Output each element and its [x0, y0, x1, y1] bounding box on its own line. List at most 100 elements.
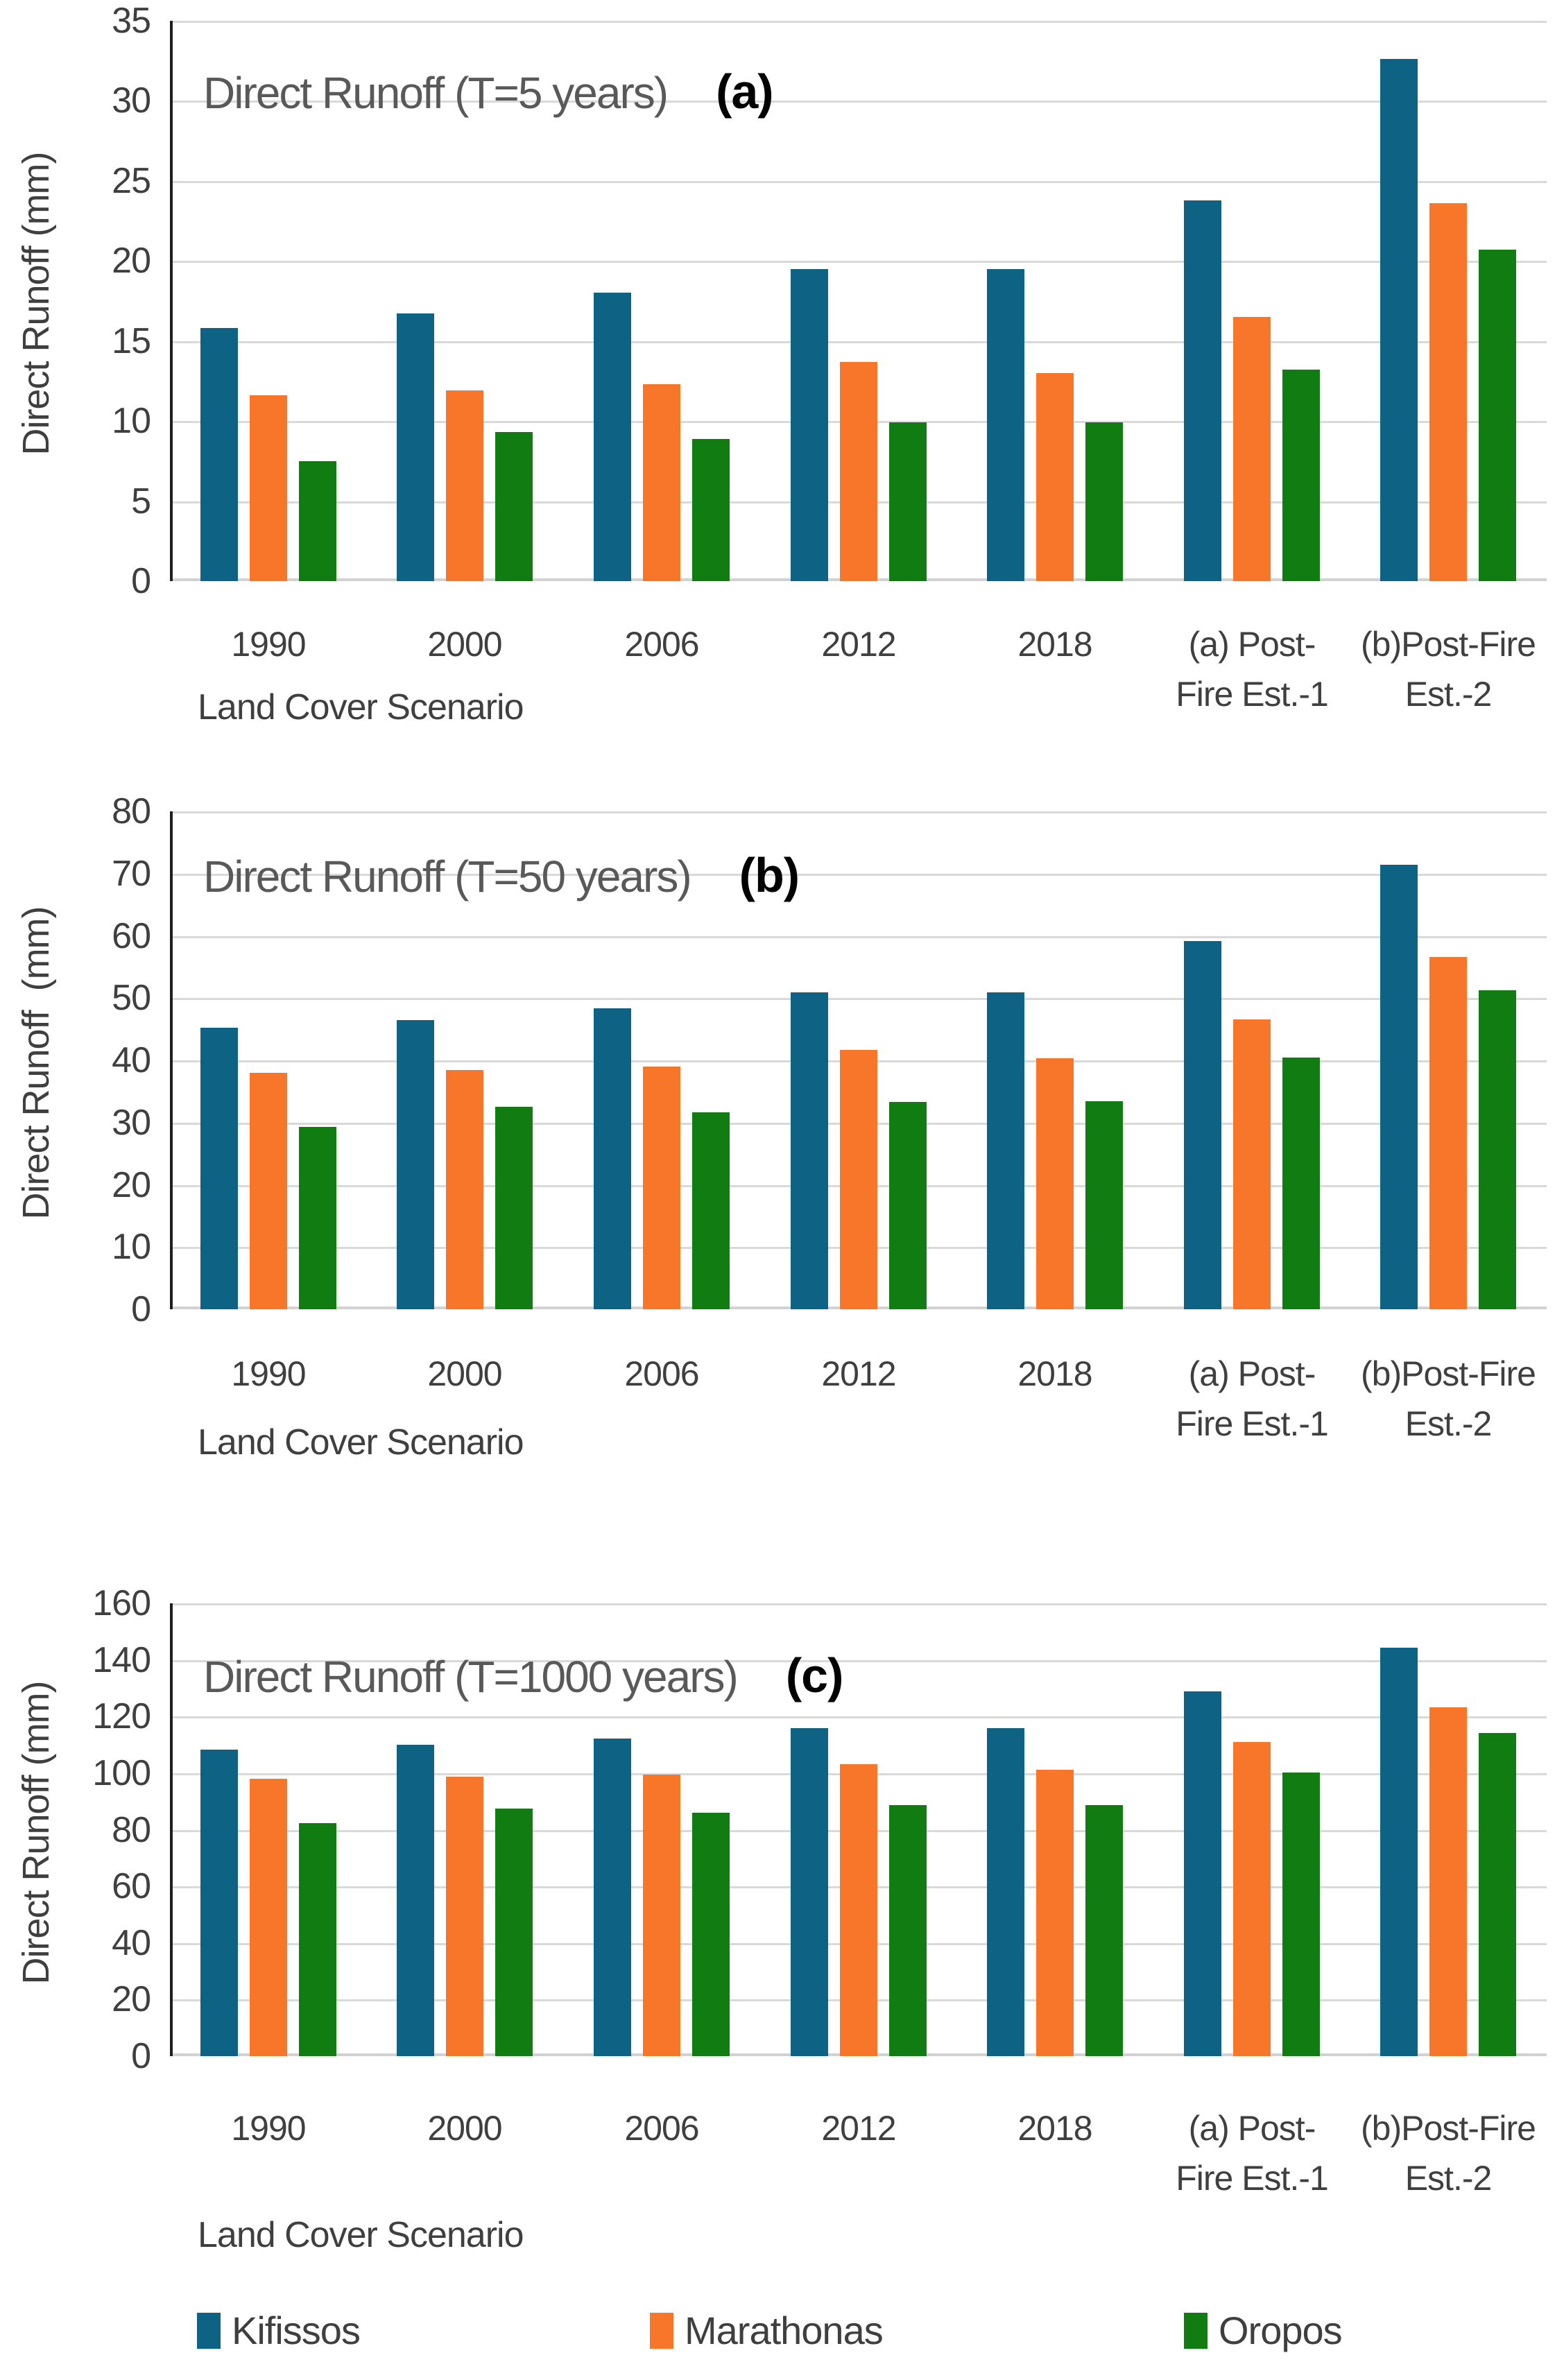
chart-title: Direct Runoff (T=5 years) [203, 68, 669, 118]
x-category-line: 2000 [427, 625, 502, 664]
bar-kifissos [987, 1728, 1024, 2056]
plot-area: Direct Runoff (T=50 years) (b) [170, 811, 1547, 1309]
x-category-line: 2000 [427, 2109, 502, 2148]
bar-oropos [1282, 370, 1320, 581]
y-tick-label: 10 [112, 1227, 151, 1267]
bar-oropos [1479, 990, 1516, 1309]
bar-marathonas [1036, 373, 1074, 581]
bar-oropos [1085, 1101, 1123, 1309]
x-axis-title: Land Cover Scenario [198, 687, 524, 727]
y-tick-label: 20 [112, 1979, 151, 2019]
bar-oropos [299, 1127, 336, 1309]
gridline [170, 21, 1547, 23]
bar-oropos [495, 1107, 533, 1309]
x-category-label: 2006 [551, 2103, 773, 2153]
bar-marathonas [1429, 1707, 1467, 2056]
bar-oropos [1479, 250, 1516, 581]
bar-oropos [1282, 1773, 1320, 2056]
x-category-label: (b)Post-Fire Est.-2 [1337, 2103, 1559, 2203]
x-category-line: (a) Post- [1188, 2109, 1316, 2148]
y-tick-label: 120 [92, 1696, 151, 1736]
panel-label: (c) [785, 1648, 844, 1702]
bar-marathonas [446, 1777, 483, 2056]
bar-kifissos [594, 1739, 631, 2056]
y-tick-label: 5 [131, 481, 151, 521]
y-tick-label: 140 [92, 1640, 151, 1680]
bar-marathonas [1429, 203, 1467, 581]
x-category-line: (b)Post-Fire [1361, 1354, 1536, 1393]
x-category-line: 1990 [231, 2109, 306, 2148]
bar-kifissos [987, 992, 1024, 1309]
x-category-line: Fire Est.-1 [1176, 1404, 1329, 1443]
x-category-label: 2006 [551, 619, 773, 669]
chart-title-row: Direct Runoff (T=5 years) (a) [203, 64, 774, 119]
bar-kifissos [791, 992, 828, 1309]
bar-kifissos [1184, 200, 1221, 581]
legend-swatch-kifissos [197, 2312, 221, 2349]
bar-marathonas [250, 395, 287, 581]
legend-swatch-oropos [1184, 2312, 1208, 2349]
bar-kifissos [200, 1750, 238, 2056]
plot-area: Direct Runoff (T=1000 years) (c) [170, 1603, 1547, 2056]
legend-item-marathonas: Marathonas [650, 2308, 884, 2353]
x-category-label: 1990 [157, 619, 379, 669]
chart-title-row: Direct Runoff (T=50 years) (b) [203, 847, 800, 903]
bar-oropos [495, 1809, 533, 2056]
gridline [170, 811, 1547, 813]
chart-legend: Kifissos Marathonas Oropos [0, 2308, 1564, 2363]
legend-item-kifissos: Kifissos [197, 2308, 361, 2353]
bar-kifissos [791, 1728, 828, 2056]
bar-oropos [1085, 422, 1123, 581]
plot-area: Direct Runoff (T=5 years) (a) [170, 21, 1547, 581]
bar-kifissos [200, 328, 238, 581]
bar-kifissos [594, 1008, 631, 1309]
x-category-line: 2006 [624, 625, 699, 664]
x-category-line: 2000 [427, 1354, 502, 1393]
x-category-label: (b)Post-Fire Est.-2 [1337, 1349, 1559, 1449]
x-category-label: (a) Post- Fire Est.-1 [1141, 619, 1363, 719]
gridline [170, 936, 1547, 938]
bar-oropos [1085, 1805, 1123, 2056]
x-category-label: (a) Post- Fire Est.-1 [1141, 1349, 1363, 1449]
bar-oropos [495, 432, 533, 581]
y-tick-label: 40 [112, 1923, 151, 1963]
y-tick-label: 15 [112, 321, 151, 361]
chart-title: Direct Runoff (T=1000 years) [203, 1652, 739, 1702]
y-tick-label: 60 [112, 1866, 151, 1906]
y-axis-line [170, 21, 173, 581]
y-tick-label: 60 [112, 916, 151, 956]
x-category-line: Est.-2 [1404, 675, 1493, 714]
bar-kifissos [791, 269, 828, 581]
bar-kifissos [1380, 1648, 1418, 2056]
legend-label: Marathonas [685, 2309, 884, 2352]
x-category-line: Est.-2 [1404, 1404, 1493, 1443]
x-category-line: 1990 [231, 1354, 306, 1393]
x-category-line: 2012 [821, 625, 896, 664]
bar-marathonas [1429, 957, 1467, 1309]
bar-kifissos [397, 1020, 434, 1309]
bar-oropos [889, 1805, 927, 2056]
y-tick-label: 40 [112, 1040, 151, 1080]
x-axis-title: Land Cover Scenario [198, 1422, 524, 1463]
bar-kifissos [397, 313, 434, 581]
x-category-label: 2006 [551, 1349, 773, 1399]
bar-oropos [889, 422, 927, 581]
y-tick-label: 100 [92, 1753, 151, 1793]
bar-kifissos [397, 1745, 434, 2056]
bar-oropos [692, 439, 730, 581]
gridline [170, 1660, 1547, 1662]
x-category-label: (a) Post- Fire Est.-1 [1141, 2103, 1363, 2203]
gridline [170, 874, 1547, 876]
chart-title-row: Direct Runoff (T=1000 years) (c) [203, 1648, 843, 1703]
panel-label: (b) [739, 848, 800, 902]
bar-kifissos [1184, 1691, 1221, 2056]
x-category-line: Fire Est.-1 [1176, 675, 1329, 714]
panel-label: (a) [716, 64, 774, 119]
legend-swatch-marathonas [650, 2312, 673, 2349]
legend-label: Kifissos [232, 2309, 361, 2352]
x-category-label: 2018 [944, 2103, 1166, 2153]
bar-marathonas [446, 1070, 483, 1309]
bar-marathonas [643, 1775, 680, 2056]
